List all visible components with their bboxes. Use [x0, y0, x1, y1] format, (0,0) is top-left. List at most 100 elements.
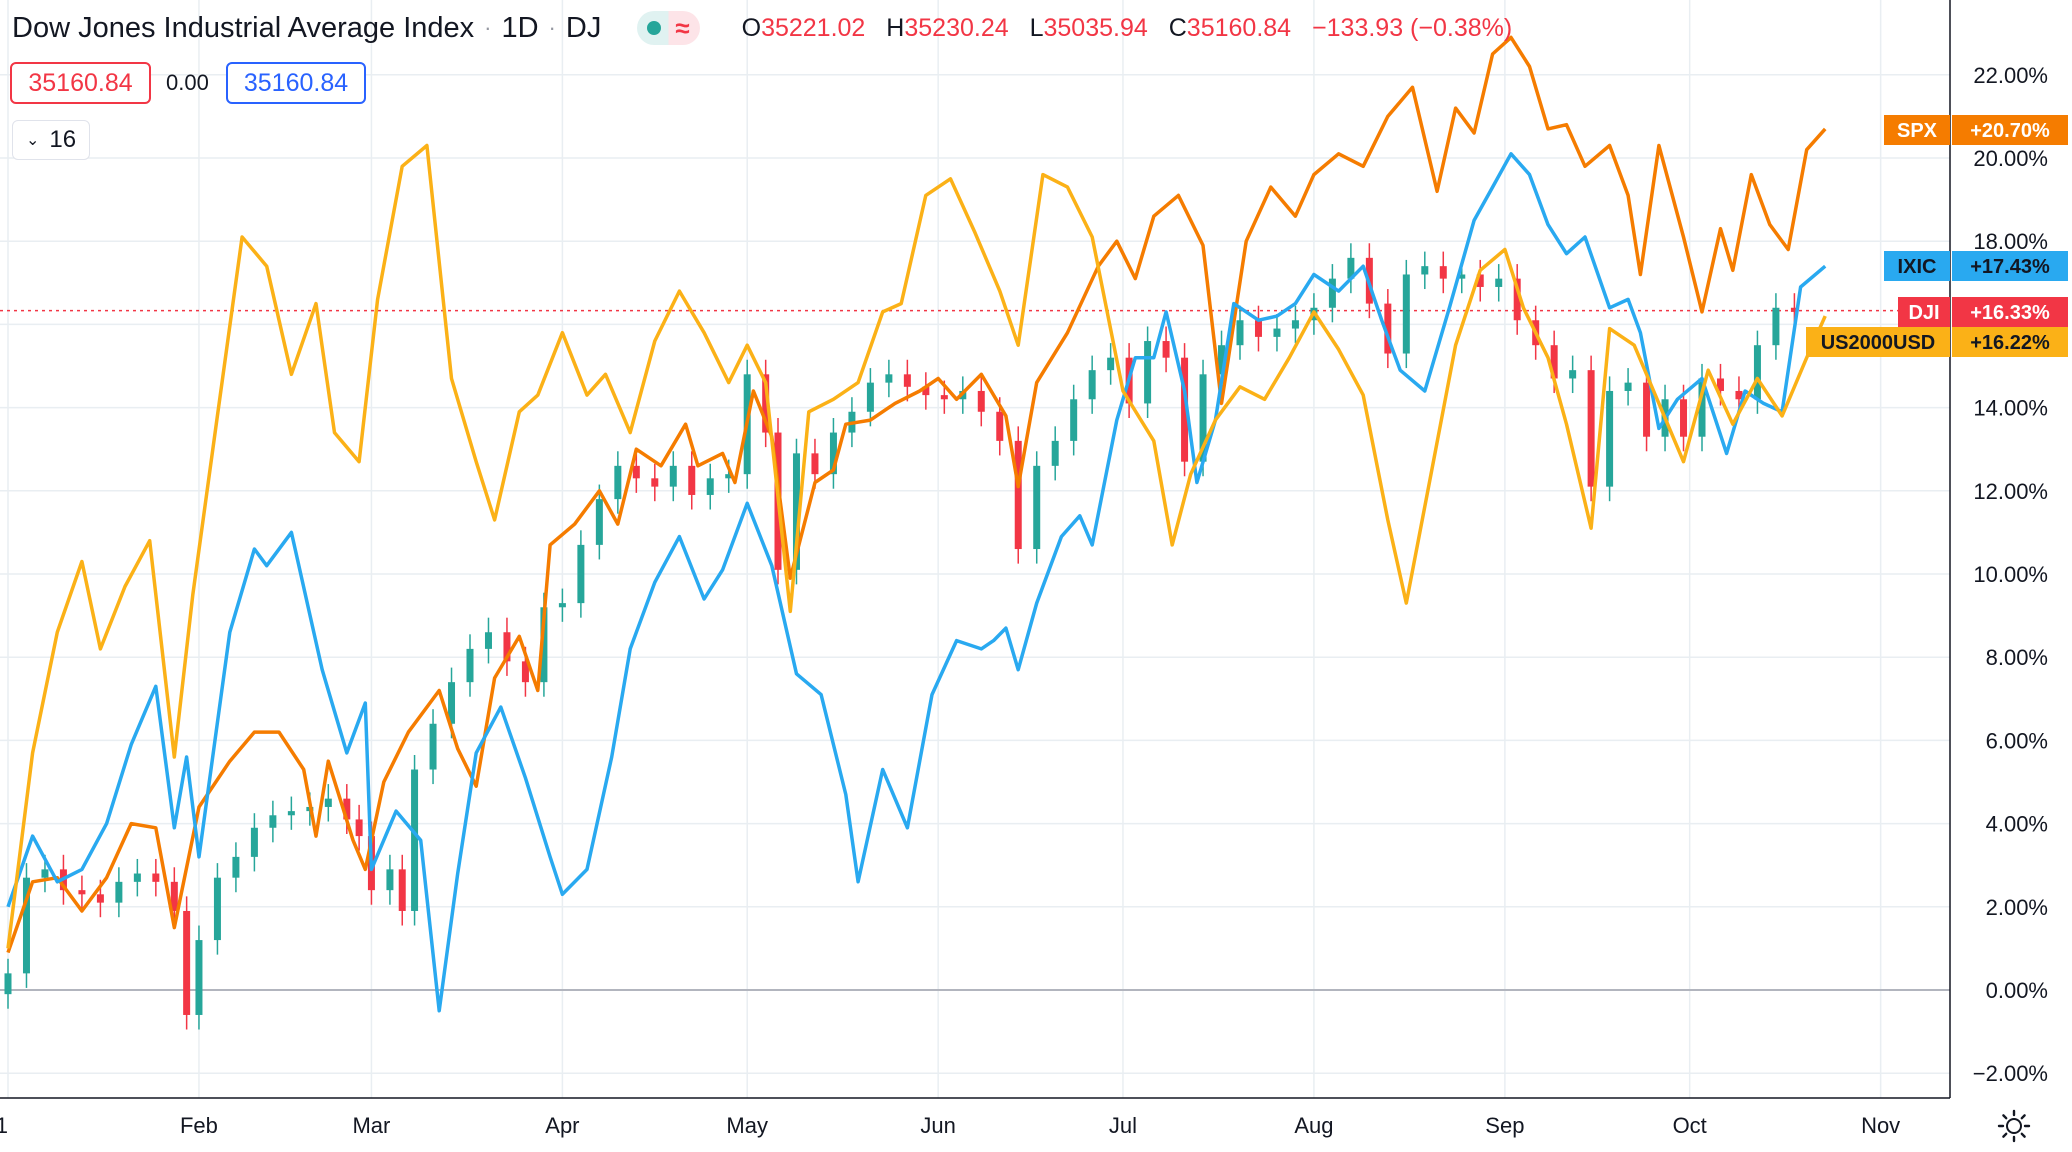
spread-value: 0.00 — [166, 70, 209, 95]
candle-body — [577, 544, 585, 604]
candle-body — [1550, 345, 1558, 379]
candle-body — [792, 453, 800, 570]
symbol-title[interactable]: Dow Jones Industrial Average Index — [12, 11, 475, 44]
candle-body — [866, 382, 874, 412]
x-tick-label: Oct — [1673, 1113, 1707, 1138]
low-value: 35035.94 — [1043, 13, 1148, 42]
candle-body — [669, 465, 677, 487]
candle-body — [977, 390, 985, 412]
candle-body — [1513, 278, 1521, 321]
y-tick-label: 6.00% — [1986, 728, 2048, 753]
candle-body — [429, 723, 437, 770]
x-tick-label: Nov — [1861, 1113, 1900, 1138]
candle-body — [195, 940, 203, 1015]
series-line-us2000usd — [6, 143, 1827, 949]
sell-price-box[interactable]: 35160.84 — [10, 62, 151, 104]
buy-price-box[interactable]: 35160.84 — [226, 62, 366, 104]
x-tick-label: Sep — [1485, 1113, 1524, 1138]
series-name-tag — [1898, 297, 1950, 327]
x-tick-label: Apr — [545, 1113, 579, 1138]
candle-body — [183, 910, 191, 1015]
candle-body — [1254, 320, 1262, 337]
series-name-tag — [1884, 251, 1950, 281]
candle-body — [540, 607, 548, 683]
series-line-ixic — [6, 152, 1827, 1013]
series-last-value-labels: SPX +20.70% IXIC +17.43% US2000USD +16.22% DJI… — [1806, 115, 2068, 357]
time-scale[interactable]: 21 Feb Mar Apr May Jun Jul Aug Sep Oct Nov — [0, 1097, 1950, 1138]
x-tick-label: Aug — [1294, 1113, 1333, 1138]
comparison-lines — [6, 35, 1827, 1013]
candle-body — [1088, 370, 1096, 400]
y-tick-label: 22.00% — [1973, 63, 2048, 88]
ohlc-readout: O35221.02 H35230.24 L35035.94 C35160.84 … — [742, 14, 1513, 43]
change-value: −133.93 (−0.38%) — [1312, 13, 1513, 42]
indicator-count: 16 — [49, 126, 77, 153]
candle-body — [885, 374, 893, 383]
series-name-tag — [1884, 115, 1950, 145]
candle-body — [1273, 328, 1281, 337]
open-label: O — [741, 13, 762, 42]
open-value: 35221.02 — [761, 13, 866, 42]
candle-body — [1162, 341, 1170, 358]
candle-body — [4, 973, 12, 995]
candle-body — [484, 632, 492, 649]
candle-body — [1144, 341, 1152, 404]
candle-body — [1218, 345, 1226, 375]
high-value: 35230.24 — [904, 13, 1009, 42]
x-tick-label: Mar — [352, 1113, 390, 1138]
candle-body — [170, 881, 178, 911]
candle-body — [1107, 357, 1115, 371]
interval-label[interactable]: 1D — [501, 11, 539, 44]
candle-body — [614, 465, 622, 500]
candle-body — [1587, 370, 1595, 487]
candle-body — [1402, 274, 1410, 354]
candle-body — [386, 869, 394, 891]
separator: · — [484, 15, 492, 40]
y-tick-label: 2.00% — [1986, 895, 2048, 920]
series-line-spx — [6, 35, 1827, 954]
candle-body — [1680, 399, 1688, 437]
series-name-tag — [1806, 327, 1950, 357]
compare-wave-icon: ≈ — [675, 13, 690, 43]
candle-body — [688, 465, 696, 495]
series-value: +20.70% — [1970, 120, 2050, 142]
series-value-tag — [1952, 251, 2068, 281]
candle-body — [96, 894, 104, 903]
y-tick-label: 4.00% — [1986, 812, 2048, 837]
x-tick-label: 21 — [0, 1113, 8, 1138]
indicators-collapse-button[interactable]: ⌄ 16 — [12, 120, 90, 160]
market-status-pill[interactable]: ≈ — [637, 11, 700, 45]
candle-body — [1291, 320, 1299, 329]
candle-body — [1181, 357, 1189, 462]
candle-body — [940, 395, 948, 400]
candle-body — [1569, 370, 1577, 379]
candle-body — [1033, 465, 1041, 550]
candle-body — [1421, 266, 1429, 275]
settings-gear-icon[interactable] — [1996, 1108, 2032, 1144]
candle-body — [762, 374, 770, 433]
series-value-tag — [1952, 297, 2068, 327]
y-tick-label: 10.00% — [1973, 562, 2048, 587]
candle-body — [558, 603, 566, 608]
low-label: L — [1029, 13, 1044, 42]
series-name: DJI — [1908, 302, 1939, 324]
series-value-tag — [1952, 327, 2068, 357]
candle-body — [466, 648, 474, 683]
candle-body — [521, 661, 529, 683]
candle-body — [22, 877, 30, 974]
candle-body — [324, 798, 332, 807]
x-tick-label: Jul — [1109, 1113, 1137, 1138]
candle-body — [1753, 345, 1761, 400]
candle-body — [1384, 303, 1392, 354]
candle-body — [996, 411, 1004, 441]
price-scale[interactable]: −2.00% 0.00% 2.00% 4.00% 6.00% 8.00% 10.00% 12.… — [1949, 0, 2048, 1098]
candle-body — [152, 873, 160, 882]
series-name: IXIC — [1898, 256, 1937, 278]
candle-body — [78, 890, 86, 895]
separator: · — [548, 15, 556, 40]
series-value-tag — [1952, 115, 2068, 145]
series-value: +16.33% — [1970, 302, 2050, 324]
candle-body — [503, 632, 511, 662]
candle-body — [343, 798, 351, 820]
